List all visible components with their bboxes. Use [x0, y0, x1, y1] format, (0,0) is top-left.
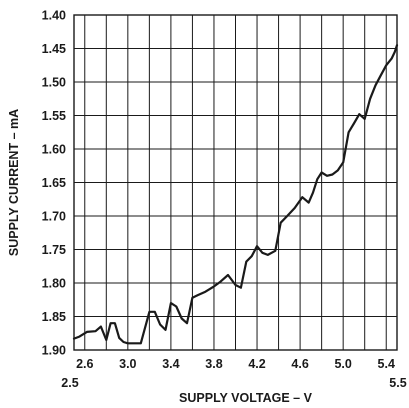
y-tick-label: 1.85 [42, 310, 66, 324]
y-tick-label: 1.50 [42, 76, 66, 90]
x-tick-label: 3.8 [205, 357, 222, 371]
x-tick-label: 3.0 [119, 357, 136, 371]
y-tick-label: 1.40 [42, 9, 66, 23]
series-layer [72, 44, 399, 345]
y-tick-label: 1.65 [42, 176, 66, 190]
y-tick-label: 1.90 [42, 344, 66, 358]
y-tick-label: 1.80 [42, 277, 66, 291]
series-line-1 [72, 44, 399, 345]
x-tick-label: 5.0 [334, 357, 351, 371]
tick-labels: 1.40 1.45 1.50 1.55 1.60 1.65 1.70 1.75 1.80 1.85… [42, 9, 407, 391]
y-tick-label: 1.75 [42, 243, 66, 257]
x-tick-label: 4.6 [291, 357, 308, 371]
x-tick-label: 5.4 [378, 357, 395, 371]
x-tick-label: 4.2 [248, 357, 265, 371]
x-tick-label: 3.4 [162, 357, 179, 371]
y-tick-label: 1.45 [42, 42, 66, 56]
plot-frame [73, 14, 398, 351]
y-tick-label: 1.60 [42, 143, 66, 157]
y-tick-label: 1.55 [42, 109, 66, 123]
x-end-label-min: 2.5 [61, 376, 78, 390]
grid [74, 14, 397, 351]
x-tick-label: 2.6 [76, 357, 93, 371]
x-end-label-max: 5.5 [389, 376, 406, 390]
y-axis-title: SUPPLY CURRENT – mA [7, 109, 21, 256]
x-axis-title: SUPPLY VOLTAGE – V [179, 391, 313, 405]
y-tick-label: 1.70 [42, 210, 66, 224]
